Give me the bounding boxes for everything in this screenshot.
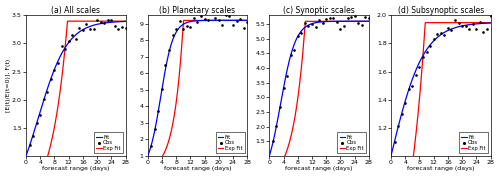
- X-axis label: forecast range (days): forecast range (days): [164, 166, 231, 172]
- X-axis label: forecast range (days): forecast range (days): [407, 166, 474, 172]
- Title: (d) Subsynoptic scales: (d) Subsynoptic scales: [398, 5, 484, 15]
- X-axis label: forecast range (days): forecast range (days): [286, 166, 353, 172]
- Title: (a) All scales: (a) All scales: [51, 5, 100, 15]
- Title: (b) Planetary scales: (b) Planetary scales: [160, 5, 236, 15]
- Legend: Fit, Obs, Exp Fit: Fit, Obs, Exp Fit: [94, 132, 123, 153]
- Legend: Fit, Obs, Exp Fit: Fit, Obs, Exp Fit: [459, 132, 488, 153]
- Legend: Fit, Obs, Exp Fit: Fit, Obs, Exp Fit: [216, 132, 244, 153]
- Title: (c) Synoptic scales: (c) Synoptic scales: [283, 5, 355, 15]
- X-axis label: forecast range (days): forecast range (days): [42, 166, 110, 172]
- Y-axis label: [E(t)/E(t=0)], F(t): [E(t)/E(t=0)], F(t): [6, 59, 10, 112]
- Legend: Fit, Obs, Exp Fit: Fit, Obs, Exp Fit: [338, 132, 366, 153]
